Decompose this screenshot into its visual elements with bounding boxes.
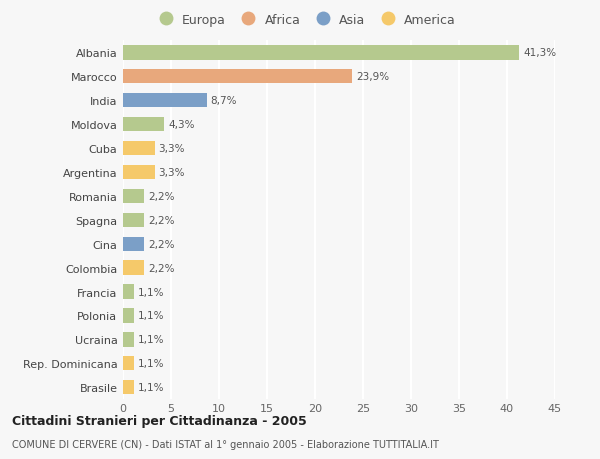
Bar <box>123 356 134 371</box>
Text: 41,3%: 41,3% <box>523 48 556 58</box>
Bar <box>123 141 155 156</box>
Text: 2,2%: 2,2% <box>148 239 175 249</box>
Text: 3,3%: 3,3% <box>158 144 185 154</box>
Text: 1,1%: 1,1% <box>137 287 164 297</box>
Bar <box>123 70 352 84</box>
Bar <box>123 189 144 204</box>
Bar <box>123 285 134 299</box>
Text: 23,9%: 23,9% <box>356 72 389 82</box>
Text: 3,3%: 3,3% <box>158 168 185 178</box>
Bar <box>123 118 164 132</box>
Bar <box>123 94 206 108</box>
Bar <box>123 237 144 252</box>
Text: 1,1%: 1,1% <box>137 335 164 345</box>
Bar <box>123 46 520 61</box>
Text: 2,2%: 2,2% <box>148 215 175 225</box>
Bar <box>123 380 134 395</box>
Bar <box>123 332 134 347</box>
Text: 2,2%: 2,2% <box>148 191 175 202</box>
Text: Cittadini Stranieri per Cittadinanza - 2005: Cittadini Stranieri per Cittadinanza - 2… <box>12 414 307 428</box>
Bar <box>123 261 144 275</box>
Text: 1,1%: 1,1% <box>137 311 164 321</box>
Bar <box>123 308 134 323</box>
Bar <box>123 165 155 180</box>
Text: 1,1%: 1,1% <box>137 358 164 369</box>
Bar <box>123 213 144 228</box>
Text: 2,2%: 2,2% <box>148 263 175 273</box>
Text: COMUNE DI CERVERE (CN) - Dati ISTAT al 1° gennaio 2005 - Elaborazione TUTTITALIA: COMUNE DI CERVERE (CN) - Dati ISTAT al 1… <box>12 440 439 449</box>
Text: 8,7%: 8,7% <box>211 96 237 106</box>
Text: 4,3%: 4,3% <box>168 120 194 130</box>
Text: 1,1%: 1,1% <box>137 382 164 392</box>
Legend: Europa, Africa, Asia, America: Europa, Africa, Asia, America <box>153 13 456 27</box>
